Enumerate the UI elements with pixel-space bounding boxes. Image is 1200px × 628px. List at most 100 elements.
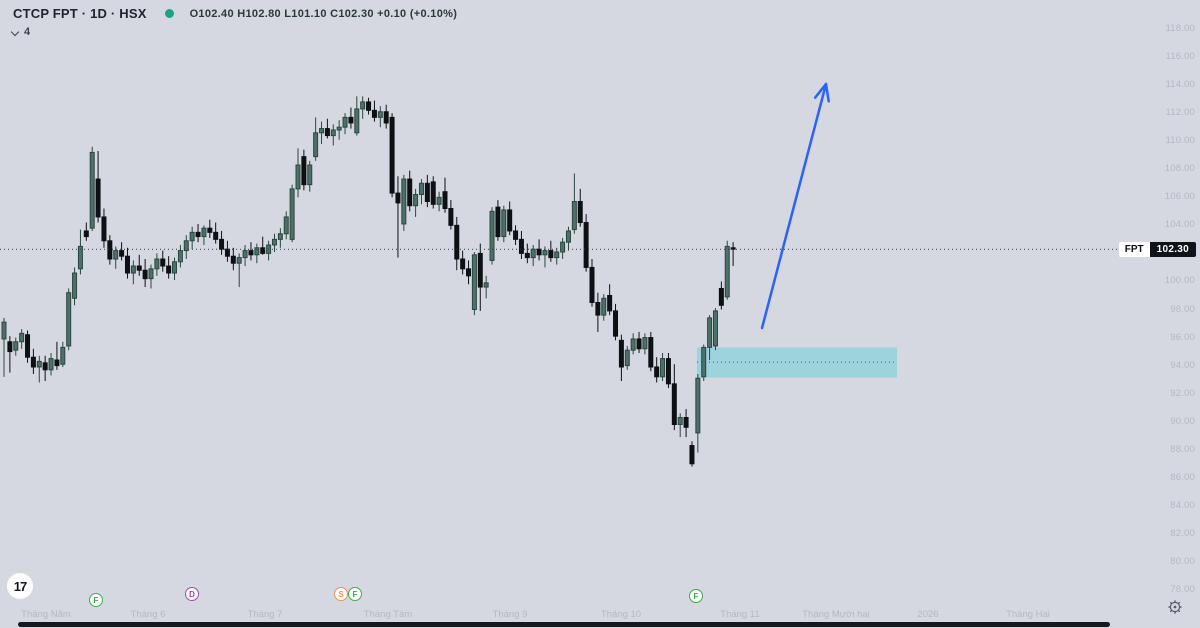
price-axis-label[interactable]: 104.00 xyxy=(1164,219,1195,231)
time-axis-label[interactable]: 2026 xyxy=(917,609,939,620)
candle-body xyxy=(72,272,78,299)
price-axis-label[interactable]: 96.00 xyxy=(1170,331,1195,343)
last-price-value: 102.30 xyxy=(1149,241,1196,257)
candle-body xyxy=(413,193,419,207)
candle-body xyxy=(542,250,548,256)
price-axis-label[interactable]: 86.00 xyxy=(1170,471,1195,483)
event-badge-f[interactable]: F xyxy=(89,593,103,607)
time-axis-settings-gear-icon[interactable] xyxy=(1168,600,1182,614)
price-axis-label[interactable]: 94.00 xyxy=(1170,359,1195,371)
price-axis-label[interactable]: 106.00 xyxy=(1164,191,1195,203)
candle-body xyxy=(718,287,724,306)
candle-body xyxy=(83,230,89,238)
price-axis-label[interactable]: 78.00 xyxy=(1170,584,1195,595)
candle-body xyxy=(354,108,360,134)
price-axis-label[interactable]: 90.00 xyxy=(1170,415,1195,427)
candle-body xyxy=(248,250,254,256)
candle-body xyxy=(695,377,701,434)
candle-body xyxy=(407,178,413,207)
time-axis-label[interactable]: Tháng Năm xyxy=(21,609,71,620)
price-axis-label[interactable]: 100.00 xyxy=(1164,275,1195,287)
indicator-count: 4 xyxy=(24,26,31,38)
candle-body xyxy=(471,254,477,311)
candle-body xyxy=(130,265,136,274)
price-axis-label[interactable]: 118.00 xyxy=(1165,23,1195,34)
candle-body xyxy=(242,250,248,259)
price-axis-label[interactable]: 108.00 xyxy=(1164,163,1195,175)
candle-body xyxy=(613,310,619,337)
event-badge-s[interactable]: S xyxy=(334,587,348,601)
time-axis-label[interactable]: Tháng Tám xyxy=(363,609,413,620)
candle-body xyxy=(260,247,266,254)
candle-body xyxy=(172,261,178,274)
tradingview-logo[interactable]: 17 xyxy=(7,573,33,599)
event-badge-d[interactable]: D xyxy=(185,587,199,601)
last-price-label[interactable]: FPT 102.30 xyxy=(1118,241,1196,257)
time-axis-label[interactable]: Tháng 10 xyxy=(600,609,642,620)
candle-body xyxy=(395,192,401,204)
ohlc-values: O102.40 H102.80 L101.10 C102.30 +0.10 (+… xyxy=(189,7,458,20)
candle-body xyxy=(189,231,195,242)
price-axis-label[interactable]: 88.00 xyxy=(1170,443,1195,455)
candle-body xyxy=(489,210,495,261)
candle-body xyxy=(360,101,366,110)
object-tree-summary[interactable]: 4 xyxy=(12,26,30,38)
candle-body xyxy=(466,268,472,277)
candle-body xyxy=(366,101,372,111)
symbol-title[interactable]: CTCP FPT · 1D · HSX xyxy=(13,6,147,21)
candle-body xyxy=(442,191,448,210)
price-axis-label[interactable]: 82.00 xyxy=(1170,527,1195,539)
price-axis-label[interactable]: 92.00 xyxy=(1170,387,1195,399)
candle-body xyxy=(730,247,736,250)
candle-body xyxy=(701,346,707,378)
candle-body xyxy=(454,224,460,260)
time-axis-label[interactable]: Tháng Hai xyxy=(1006,609,1050,620)
candle-body xyxy=(554,251,560,259)
candle-body xyxy=(230,255,236,264)
candle-body xyxy=(577,201,583,224)
price-axis-label[interactable]: 114.00 xyxy=(1165,79,1195,91)
price-axis-label[interactable]: 80.00 xyxy=(1170,555,1195,567)
candle-body xyxy=(324,128,330,137)
candle-body xyxy=(524,252,530,259)
candle-body xyxy=(60,346,66,365)
event-badge-f[interactable]: F xyxy=(689,589,703,603)
time-axis-label[interactable]: Tháng 6 xyxy=(130,609,166,620)
price-axis-label[interactable]: 112.00 xyxy=(1165,107,1195,119)
candle-body xyxy=(601,297,607,316)
up-arrow-line[interactable] xyxy=(760,82,828,330)
candle-body xyxy=(107,240,113,260)
candle-body xyxy=(101,216,107,242)
candle-body xyxy=(518,238,524,254)
up-arrow-head[interactable] xyxy=(813,82,830,103)
candle-body xyxy=(724,245,730,298)
time-axis-label[interactable]: Tháng 9 xyxy=(492,609,528,620)
candle-body xyxy=(507,209,513,232)
candle-body xyxy=(124,255,130,274)
candle-body xyxy=(712,310,718,347)
time-axis-label[interactable]: Tháng Mười hai xyxy=(802,609,870,620)
price-axis-label[interactable]: 84.00 xyxy=(1170,499,1195,511)
candle-body xyxy=(583,222,589,268)
candle-body xyxy=(301,156,307,186)
price-axis-label[interactable]: 98.00 xyxy=(1170,303,1195,315)
candle-body xyxy=(307,164,313,186)
candle-body xyxy=(142,269,148,280)
candle-body xyxy=(513,230,519,240)
candle-body xyxy=(213,231,219,240)
chevron-down-icon[interactable] xyxy=(12,29,19,36)
price-axis-label[interactable]: 110.00 xyxy=(1165,135,1195,147)
candle-body xyxy=(289,188,295,240)
time-axis-label[interactable]: Tháng 7 xyxy=(247,609,283,620)
candle-body xyxy=(30,356,36,368)
candle-body xyxy=(330,129,336,137)
symbol-legend[interactable]: CTCP FPT · 1D · HSX O102.40 H102.80 L101… xyxy=(13,6,457,21)
candle-body xyxy=(536,248,542,256)
candle-body xyxy=(77,245,83,270)
event-badge-f[interactable]: F xyxy=(348,587,362,601)
candle-body xyxy=(424,182,430,203)
time-axis-label[interactable]: Tháng 11 xyxy=(720,609,760,620)
candle-body xyxy=(589,266,595,303)
candle-body xyxy=(595,301,601,316)
price-axis-label[interactable]: 116.00 xyxy=(1165,51,1195,63)
